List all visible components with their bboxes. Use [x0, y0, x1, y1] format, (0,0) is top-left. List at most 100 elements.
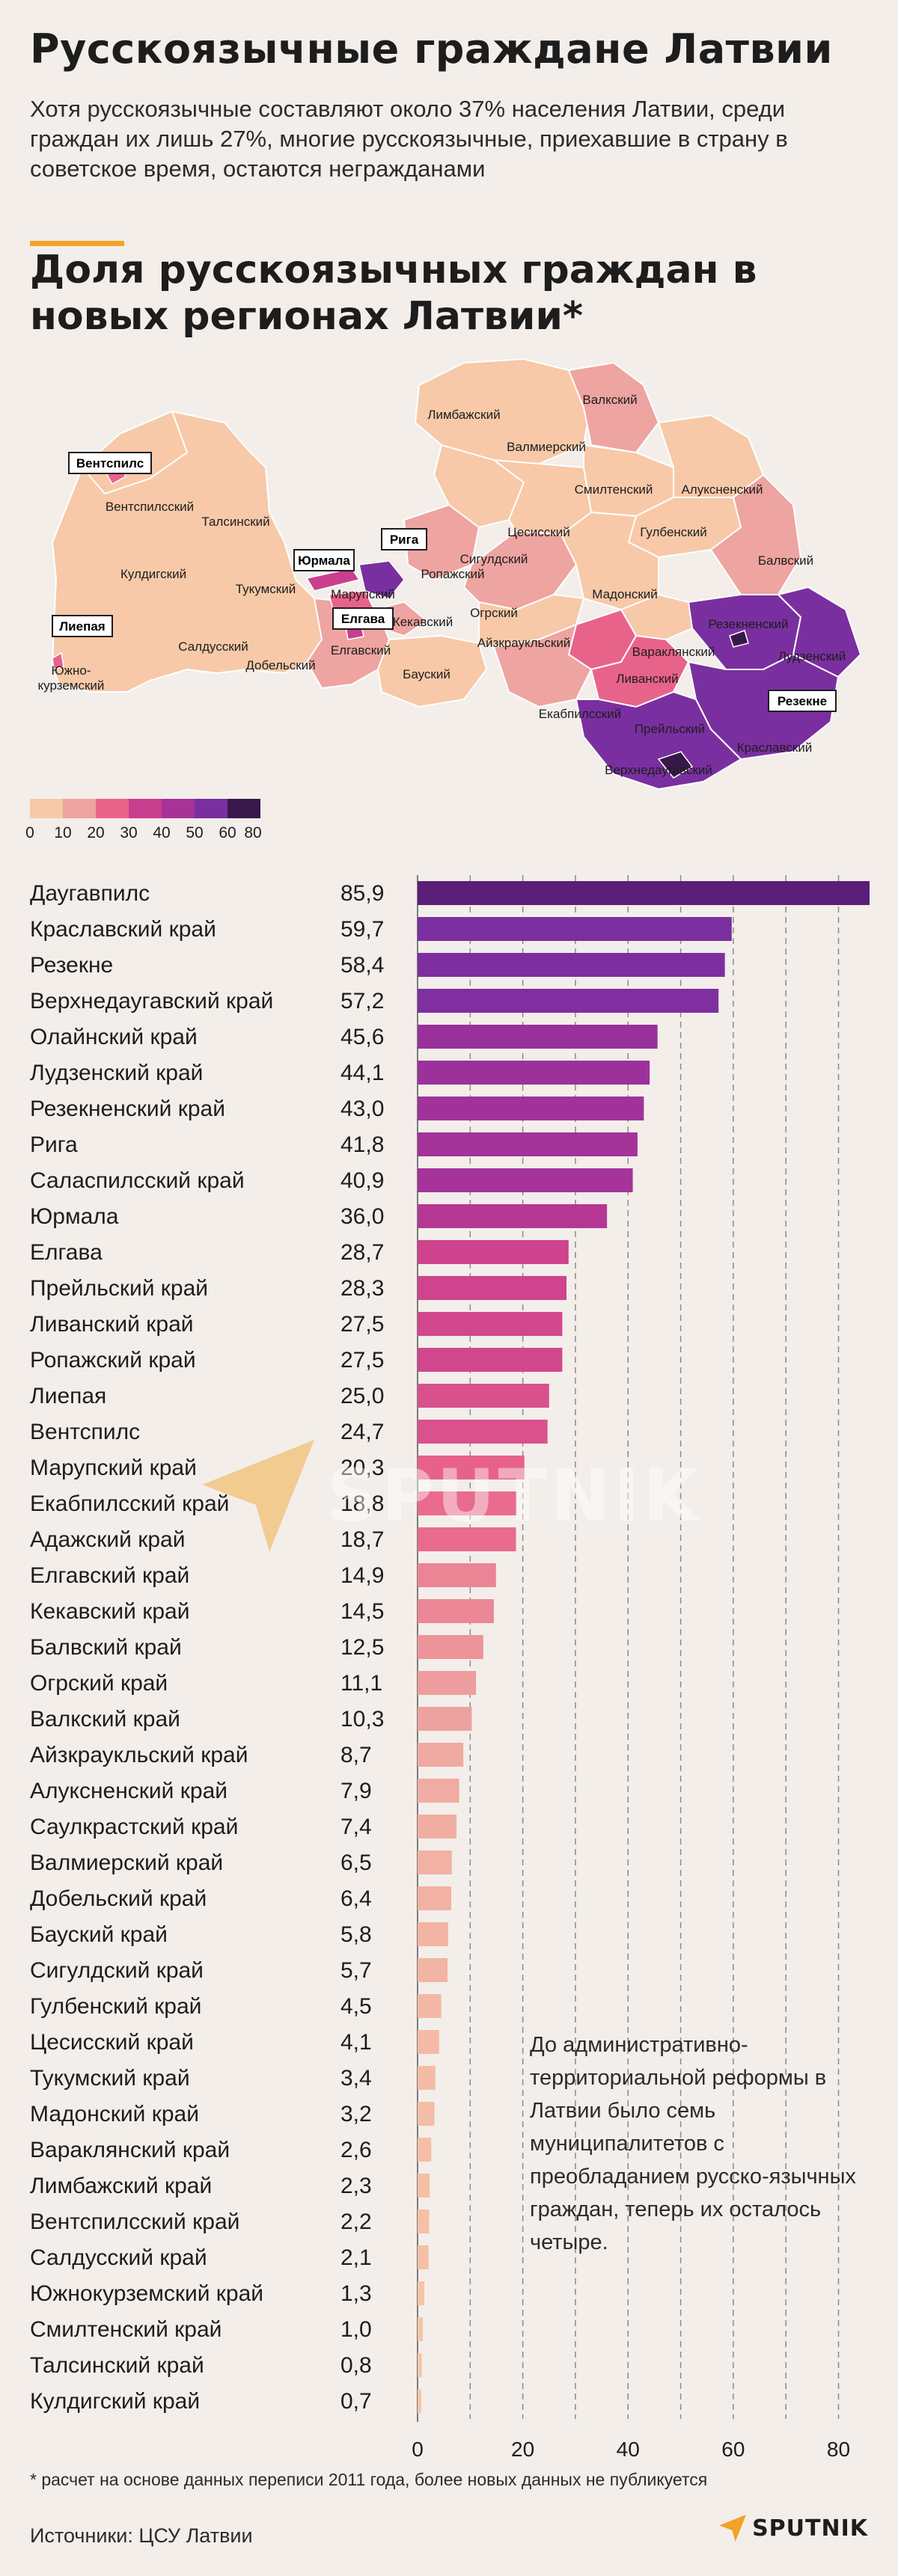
section-title: Доля русскоязычных граждан в новых регио… [30, 248, 757, 339]
map-city-riga [358, 560, 405, 599]
bar-category-label: Бауский край [30, 1922, 168, 1947]
bar-category-label: Юрмала [30, 1204, 119, 1229]
map-city-label: Резекне [778, 694, 827, 708]
bar-value-label: 8,7 [340, 1743, 372, 1767]
bar-row: Адажский край 18,7 [30, 1527, 516, 1552]
bar-value-label: 4,5 [340, 1994, 372, 2019]
bar [418, 1168, 633, 1192]
bar-category-label: Вентспилсский край [30, 2209, 239, 2234]
bar-row: Верхнедаугавский край 57,2 [30, 989, 719, 1013]
bar-value-label: 0,8 [340, 2353, 372, 2378]
bar-row: Марупский край 20,3 [30, 1456, 525, 1480]
bar-category-label: Огрский край [30, 1671, 168, 1696]
bar [418, 1420, 548, 1444]
map-region-label: Прейльский [635, 722, 705, 736]
bar-row: Даугавпилс 85,9 [30, 881, 870, 906]
legend-tick-label: 40 [153, 824, 171, 841]
bar-row: Салдусский край 2,1 [30, 2245, 429, 2270]
map-region-label: Валкский [582, 393, 637, 407]
brand-logo: SPUTNIK [719, 2515, 868, 2542]
map-city-label: Елгава [341, 612, 385, 626]
map-region-label: Кекавский [393, 615, 453, 629]
bar-category-label: Екабпилсский край [30, 1491, 229, 1516]
map-city-label: Рига [390, 533, 419, 547]
map-region-bauska [376, 634, 488, 708]
map-region-valka [567, 361, 660, 454]
bar [418, 989, 719, 1013]
bar-value-label: 10,3 [340, 1707, 384, 1732]
bar-value-label: 28,7 [340, 1240, 384, 1265]
map-region-label: Верхнедаугавский [605, 763, 712, 777]
map-city-callout: Рига [381, 528, 427, 551]
legend-labels: 0 10 20 30 40 50 60 80 [25, 818, 262, 841]
bar-category-label: Тукумский край [30, 2066, 190, 2091]
bar-category-label: Рига [30, 1132, 78, 1157]
bar-value-label: 2,2 [340, 2209, 372, 2234]
bar-row: Рига 41,8 [30, 1132, 638, 1157]
bar-value-label: 1,0 [340, 2317, 372, 2342]
bar-category-label: Айзкраукльский край [30, 1743, 248, 1767]
bar-category-label: Кулдигский край [30, 2389, 200, 2414]
sputnik-logo-icon [719, 2515, 747, 2542]
map-city-callout: Лиепая [52, 615, 113, 637]
map-region-label: Лимбажский [427, 408, 500, 422]
bar [418, 1994, 442, 2018]
bar [418, 2138, 432, 2162]
bar-row: Валмиерский край 6,5 [30, 1850, 452, 1875]
bar-category-label: Сигулдский край [30, 1958, 204, 1983]
map-city-daugavpils [657, 751, 694, 779]
map-region-labels: Валкский Лимбажский Валмиерский Смилтенский… [38, 393, 846, 777]
bar-value-label: 25,0 [340, 1384, 384, 1408]
legend-tick-label: 50 [186, 824, 204, 841]
bar-category-label: Валмиерский край [30, 1850, 223, 1875]
bar-row: Талсинский край 0,8 [30, 2353, 422, 2378]
bar-row: Вентспилс 24,7 [30, 1420, 548, 1444]
map-city-label: Вентспилс [76, 456, 144, 470]
bar [418, 1132, 638, 1156]
bar [418, 1025, 658, 1049]
x-tick-label: 40 [617, 2438, 640, 2461]
latvia-map: Валкский Лимбажский Валмиерский Смилтенский… [38, 358, 862, 791]
bar-row: Вараклянский край 2,6 [30, 2138, 432, 2162]
x-tick-label: 80 [827, 2438, 850, 2461]
map-region-label: Салдусский [178, 640, 248, 654]
map-region-label: Цесисский [507, 525, 569, 539]
bar [418, 1204, 608, 1228]
page-title: Русскоязычные граждане Латвии [30, 25, 833, 73]
bar-value-label: 11,1 [340, 1671, 382, 1696]
x-tick-label: 20 [511, 2438, 534, 2461]
bar-row: Олайнский край 45,6 [30, 1025, 658, 1049]
bar-category-label: Балвский край [30, 1635, 182, 1660]
bar-category-label: Елгава [30, 1240, 103, 1265]
bar-value-label: 27,5 [340, 1312, 384, 1337]
map-region-madona [560, 511, 659, 611]
legend-tick-label: 30 [120, 824, 138, 841]
map-city-callout: Вентспилс [68, 452, 152, 474]
bar-row: Гулбенский край 4,5 [30, 1994, 442, 2019]
bar-category-label: Смилтенский край [30, 2317, 222, 2342]
bar-row: Бауский край 5,8 [30, 1922, 448, 1947]
bar-value-label: 18,8 [340, 1491, 384, 1516]
bar [418, 1456, 525, 1479]
bar-category-label: Салдусский край [30, 2245, 207, 2270]
bar-row: Елгавский край 14,9 [30, 1563, 496, 1588]
bar-category-label: Валкский край [30, 1707, 180, 1732]
bar-row: Айзкраукльский край 8,7 [30, 1743, 464, 1767]
map-region-label: Гулбенский [640, 525, 706, 539]
map-region-label: Бауский [403, 667, 450, 681]
bar-row: Саласпилсский край 40,9 [30, 1168, 633, 1193]
map-city-label: Юрмала [298, 553, 350, 568]
bar [418, 2209, 430, 2233]
bar [418, 1276, 566, 1300]
bar-category-label: Резекненский край [30, 1097, 225, 1121]
legend-swatch [30, 799, 63, 818]
map-region-label: Ливанский [616, 672, 678, 686]
bar [418, 953, 725, 977]
bar-category-label: Саласпилсский край [30, 1168, 245, 1193]
bar-category-label: Краславский край [30, 917, 216, 942]
bar-value-label: 5,8 [340, 1922, 372, 1947]
bar-chart: Даугавпилс 85,9 Краславский край 59,7 Резекн… [30, 875, 870, 2461]
bar-value-label: 59,7 [340, 917, 384, 942]
map-region-ludza [777, 586, 862, 678]
bar-row: Валкский край 10,3 [30, 1707, 472, 1732]
